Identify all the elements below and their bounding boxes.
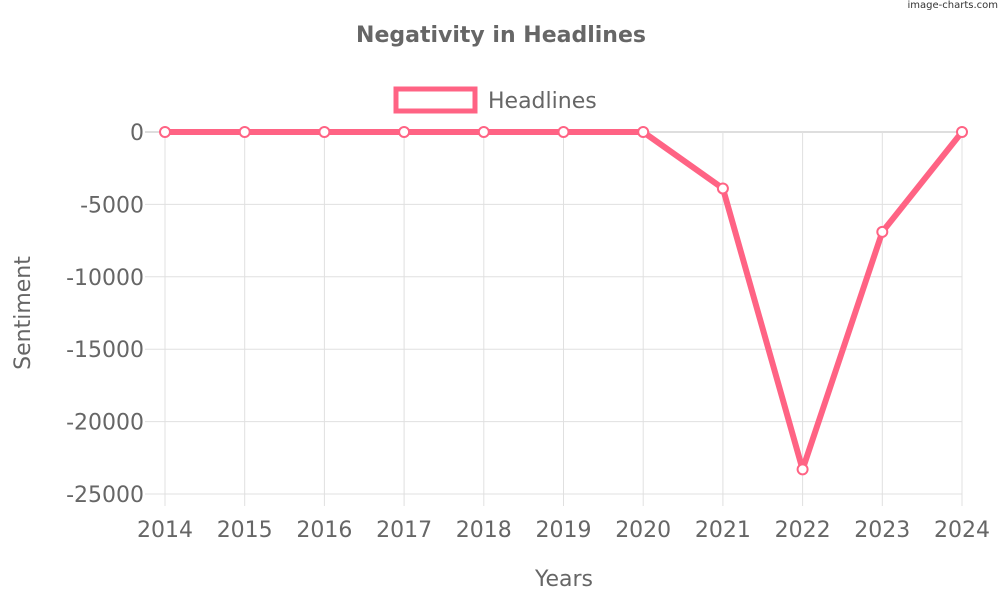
- y-tick-label: -15000: [66, 338, 144, 363]
- data-point: [876, 225, 889, 238]
- grid: [145, 131, 963, 506]
- data-point: [238, 126, 251, 138]
- data-point: [159, 126, 171, 138]
- y-tick-label: -5000: [80, 193, 144, 218]
- y-tick-label: -25000: [66, 483, 144, 508]
- data-point: [637, 126, 650, 138]
- x-tick-label: 2014: [137, 518, 193, 543]
- x-tick-label: 2020: [615, 518, 671, 543]
- axes: 0 -5000 -10000 -15000 -20000 -25000 2014 2015 20…: [66, 121, 990, 543]
- data-point: [318, 126, 331, 138]
- data-point: [557, 126, 570, 138]
- y-tick-label: -10000: [66, 266, 144, 291]
- series-headlines: [159, 126, 968, 476]
- legend: Headlines: [393, 86, 597, 114]
- data-point: [398, 126, 411, 138]
- data-point: [477, 126, 490, 138]
- x-tick-label: 2019: [536, 518, 592, 543]
- x-tick-label: 2023: [854, 518, 910, 543]
- x-tick-label: 2016: [296, 518, 352, 543]
- data-point: [796, 463, 809, 476]
- y-tick-label: 0: [130, 121, 144, 146]
- y-axis-label: Sentiment: [11, 256, 36, 370]
- y-tick-label: -20000: [66, 411, 144, 436]
- x-tick-label: 2021: [695, 518, 751, 543]
- x-axis-label: Years: [534, 567, 593, 592]
- chart-title: Negativity in Headlines: [356, 23, 646, 48]
- x-tick-label: 2018: [456, 518, 512, 543]
- x-tick-label: 2022: [775, 518, 831, 543]
- legend-swatch: [393, 86, 478, 114]
- x-tick-label: 2015: [217, 518, 273, 543]
- legend-label: Headlines: [488, 89, 597, 114]
- x-tick-label: 2017: [376, 518, 432, 543]
- x-tick-label: 2024: [934, 518, 990, 543]
- watermark: image-charts.com: [907, 0, 999, 11]
- data-point: [956, 126, 968, 138]
- data-point: [716, 182, 729, 195]
